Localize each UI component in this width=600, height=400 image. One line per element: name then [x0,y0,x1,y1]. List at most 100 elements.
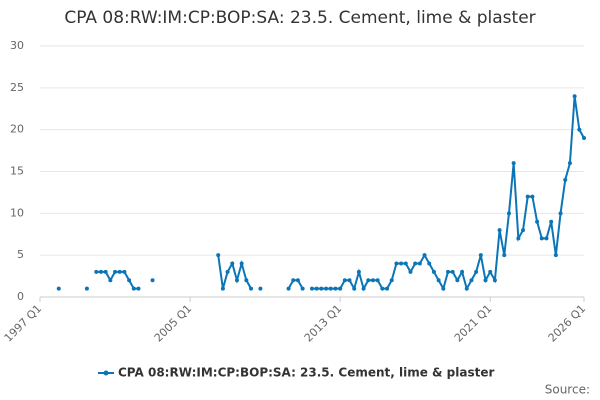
series-line [96,96,585,292]
data-point [84,286,89,291]
data-point [375,278,380,283]
data-point [122,269,127,274]
data-point [389,278,394,283]
data-point [450,269,455,274]
data-point [342,278,347,283]
data-point [98,269,103,274]
data-point [103,269,108,274]
data-point [497,228,502,233]
data-point [558,211,563,216]
data-point [511,161,516,166]
data-point [150,278,155,283]
data-point [380,286,385,291]
data-point [408,269,413,274]
data-point [56,286,61,291]
source: Source: [545,383,590,397]
data-point [338,286,343,291]
data-point [328,286,333,291]
data-point [394,261,399,266]
data-point [492,278,497,283]
y-tick-label: 15 [10,165,24,178]
data-point [244,278,249,283]
data-point [295,278,300,283]
data-point [286,286,291,291]
data-point [431,269,436,274]
data-point [225,269,230,274]
data-point [127,278,132,283]
data-point [563,177,568,182]
data-point [478,253,483,258]
data-point [314,286,319,291]
data-point [582,136,586,141]
data-point [460,269,465,274]
data-point [446,269,450,274]
data-point [474,269,479,274]
data-point [441,286,446,291]
data-point [525,194,530,199]
x-tick-label: 2021 Q1 [452,302,495,345]
data-point [506,211,511,216]
data-point [427,261,432,266]
data-point [324,286,329,291]
data-point [572,94,577,99]
x-tick-label: 2026 Q1 [546,302,589,345]
data-point [370,278,375,283]
x-tick-label: 2005 Q1 [152,302,195,345]
data-point [455,278,460,283]
data-point [117,269,122,274]
data-point [131,286,136,291]
legend-marker [103,370,109,376]
data-point [356,269,361,274]
data-point [366,278,371,283]
data-point [333,286,338,291]
data-point [464,286,469,291]
x-tick-label: 1997 Q1 [2,302,45,345]
data-point [544,236,549,241]
data-point [516,236,521,241]
data-point [567,161,572,166]
data-point [258,286,263,291]
data-point [113,269,118,274]
y-tick-label: 25 [10,81,24,94]
data-point [249,286,254,291]
data-point [577,127,582,132]
data-point [300,286,305,291]
data-point [422,253,427,258]
data-point [483,278,488,283]
y-tick-label: 0 [17,290,24,303]
data-point [436,278,441,283]
data-point [352,286,357,291]
y-tick-label: 5 [17,248,24,261]
data-point [347,278,352,283]
y-tick-label: 10 [10,206,24,219]
data-point [94,269,99,274]
data-point [549,219,554,224]
legend-label: CPA 08:RW:IM:CP:BOP:SA: 23.5. Cement, li… [118,366,495,380]
y-tick-label: 30 [10,39,24,52]
data-point [319,286,324,291]
data-point [230,261,235,266]
data-point [521,228,526,233]
data-point [310,286,314,291]
data-point [385,286,390,291]
data-point [553,253,558,258]
data-point [399,261,404,266]
data-point [539,236,544,241]
data-point [239,261,244,266]
data-point [403,261,408,266]
data-point [220,286,225,291]
data-point [136,286,141,291]
data-point [488,269,493,274]
data-point [216,253,221,258]
x-tick-label: 2013 Q1 [302,302,345,345]
data-point [291,278,296,283]
data-point [413,261,418,266]
data-point [469,278,474,283]
data-point [234,278,239,283]
data-point [530,194,535,199]
data-point [108,278,113,283]
data-point [417,261,422,266]
y-tick-label: 20 [10,123,24,136]
chart-title: CPA 08:RW:IM:CP:BOP:SA: 23.5. Cement, li… [64,8,535,28]
